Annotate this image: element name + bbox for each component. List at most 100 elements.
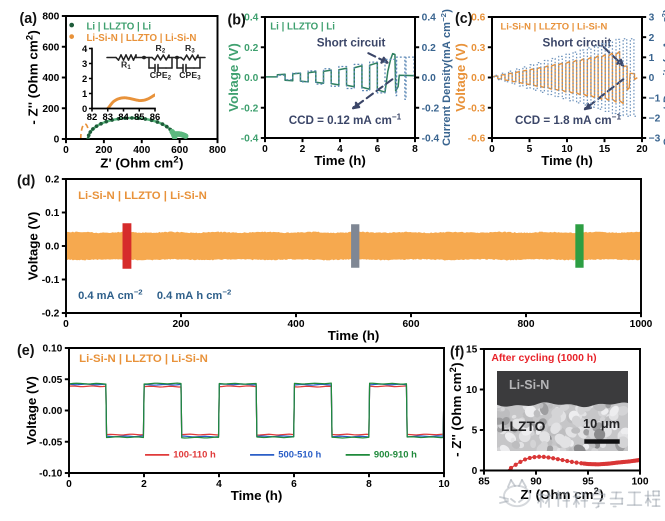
svg-text:600: 600 [171,145,188,156]
svg-text:200: 200 [173,319,190,330]
svg-text:C P E 2: C P E 2 [150,58,174,83]
svg-text:0.0: 0.0 [244,73,258,84]
svg-text:C C D: C C D = 0 . 1 2 m A c m − 1 [289,100,403,129]
svg-text:0.2: 0.2 [422,43,436,54]
svg-text:85: 85 [478,477,490,488]
svg-text:0: 0 [489,144,495,155]
svg-text:0.0: 0.0 [45,242,59,253]
svg-text:C u r r: C u r r e n t D e n s i t y ( m A c m ) … [647,3,665,146]
svg-text:C u r r: C u r r e n t D e n s i t y ( m A c m ) … [426,3,455,146]
svg-text:0.3: 0.3 [471,43,485,54]
svg-text:1: 1 [649,53,655,64]
svg-text:85: 85 [134,112,144,123]
svg-text:-0.1: -0.1 [42,275,60,286]
svg-text:800: 800 [42,12,59,23]
svg-text:(d): (d) [17,173,35,189]
svg-text:0.4: 0.4 [244,13,258,24]
svg-text:400: 400 [288,319,305,330]
svg-text:R 2: R 2 [156,31,168,56]
svg-text:Li | LLZTO | Li: Li | LLZTO | Li [270,22,335,33]
svg-text:900-910 h: 900-910 h [374,449,417,460]
svg-text:0: 0 [63,319,69,330]
svg-text:- Z ': - Z ' ' ( O h m c m ) 2 [441,356,466,457]
svg-text:-0.6: -0.6 [468,134,486,145]
svg-text:90: 90 [530,477,542,488]
svg-text:0.00: 0.00 [43,406,63,417]
svg-text:800: 800 [209,145,226,156]
svg-text:8: 8 [366,479,372,490]
svg-text:82: 82 [87,112,97,123]
svg-text:-0.2: -0.2 [241,103,259,114]
svg-text:0: 0 [63,145,69,156]
svg-text:95: 95 [582,477,594,488]
svg-text:LLZTO: LLZTO [501,418,546,434]
svg-text:Li-Si-N | LLZTO | Li-Si-N: Li-Si-N | LLZTO | Li-Si-N [79,353,208,365]
svg-text:4: 4 [337,144,343,155]
svg-text:-0.4: -0.4 [422,134,440,145]
svg-text:-0.2: -0.2 [42,309,60,320]
svg-text:200: 200 [42,104,59,115]
svg-text:2: 2 [141,479,147,490]
svg-text:1 0 μ: 1 0 μ m [583,408,620,433]
svg-text:Time (h): Time (h) [314,153,366,168]
svg-text:(c): (c) [455,11,473,27]
svg-text:After cycling (1000 h): After cycling (1000 h) [491,353,596,364]
svg-text:2: 2 [300,144,306,155]
svg-text:-0.4: -0.4 [241,134,259,145]
svg-text:0.0: 0.0 [471,73,485,84]
svg-text:15: 15 [599,144,611,155]
svg-text:4: 4 [216,479,222,490]
svg-text:Time (h): Time (h) [231,488,283,503]
svg-text:84: 84 [118,112,129,123]
svg-text:-0.2: -0.2 [422,103,440,114]
svg-text:Time (h): Time (h) [541,153,593,168]
svg-text:6: 6 [375,144,381,155]
svg-text:R 3: R 3 [185,31,197,56]
svg-text:-0.05: -0.05 [39,437,63,448]
svg-text:10: 10 [438,479,450,490]
svg-text:10: 10 [561,144,573,155]
svg-text:Z ' (: Z ' ( O h m c m ) 2 [100,147,189,172]
svg-text:Time (h): Time (h) [328,328,380,343]
svg-text:0 . 4: 0 . 4 m A c m − 2 [78,275,144,304]
svg-text:100: 100 [632,477,649,488]
svg-text:0.6: 0.6 [471,13,485,24]
svg-text:1: 1 [82,89,87,100]
svg-text:−2: −2 [649,114,661,125]
svg-text:-0.10: -0.10 [39,469,63,480]
svg-text:6: 6 [291,479,297,490]
svg-text:Voltage (V): Voltage (V) [226,43,241,112]
svg-text:Short circuit: Short circuit [543,37,612,50]
svg-text:20: 20 [636,144,648,155]
svg-text:0.4: 0.4 [422,13,436,24]
svg-text:(a): (a) [20,11,38,27]
svg-text:0: 0 [66,479,72,490]
svg-text:(f): (f) [450,344,465,360]
svg-text:0.2: 0.2 [244,43,258,54]
svg-text:600: 600 [403,319,420,330]
svg-text:Short circuit: Short circuit [317,37,386,50]
svg-text:R 1: R 1 [121,48,133,73]
svg-text:2: 2 [649,33,655,44]
svg-text:−3: −3 [649,134,661,145]
svg-text:−1: −1 [649,93,661,104]
svg-text:C C D: C C D = 1 . 8 m A c m − 1 [515,100,623,129]
svg-text:0.0: 0.0 [422,73,436,84]
svg-text:3: 3 [82,59,87,70]
svg-text:5: 5 [527,144,533,155]
svg-text:- Z ': - Z ' ' ( O h m c m ) 2 [18,24,43,125]
svg-text:200: 200 [95,145,112,156]
svg-text:4: 4 [82,44,88,55]
svg-text:0.10: 0.10 [43,344,63,355]
svg-text:0: 0 [472,466,478,477]
svg-text:86: 86 [150,112,160,123]
svg-text:10: 10 [466,385,478,396]
svg-text:400: 400 [42,73,59,84]
svg-text:C P E 3: C P E 3 [179,58,203,83]
svg-text:0.1: 0.1 [45,208,59,219]
svg-text:Voltage (V): Voltage (V) [453,43,468,112]
svg-text:-0.3: -0.3 [468,103,486,114]
svg-text:0: 0 [262,144,268,155]
svg-text:83: 83 [103,112,114,123]
svg-text:Voltage (V): Voltage (V) [26,212,41,281]
